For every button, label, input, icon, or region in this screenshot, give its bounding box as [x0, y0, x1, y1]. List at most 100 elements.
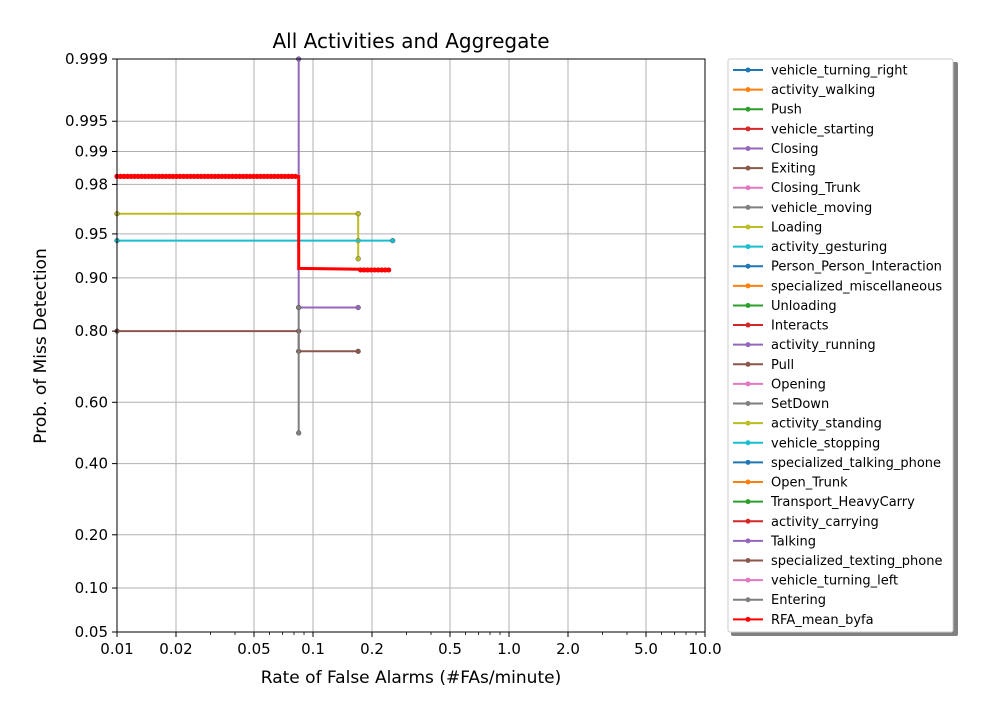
legend-marker — [745, 263, 751, 269]
legend-label: Loading — [771, 220, 822, 235]
legend-marker — [745, 283, 751, 289]
legend-label: RFA_mean_byfa — [771, 613, 874, 628]
legend-marker — [745, 185, 751, 191]
legend-label: Unloading — [771, 299, 837, 314]
x-tick-label: 0.05 — [237, 640, 270, 658]
legend-label: vehicle_moving — [771, 201, 872, 216]
plot-frame — [116, 58, 706, 633]
y-axis-label: Prob. of Miss Detection — [31, 248, 51, 443]
legend-items: vehicle_turning_right activity_walking Pus… — [733, 64, 943, 628]
legend-label: activity_running — [771, 338, 876, 353]
legend-marker — [745, 302, 751, 308]
x-tick-label: 5.0 — [634, 640, 658, 658]
y-tick-label: 0.80 — [75, 322, 108, 340]
x-tick-label: 0.1 — [301, 640, 325, 658]
legend-box — [727, 58, 954, 633]
x-tick-label: 2.0 — [556, 640, 580, 658]
y-tick-label: 0.95 — [75, 225, 108, 243]
legend-marker — [745, 244, 751, 250]
series-line — [117, 330, 359, 353]
grid — [116, 58, 706, 633]
x-tick-label: 0.2 — [360, 640, 384, 658]
legend-marker — [745, 145, 751, 151]
legend-marker — [745, 381, 751, 387]
series-marker — [355, 304, 361, 311]
x-tick-label: 1.0 — [497, 640, 521, 658]
legend-label: specialized_talking_phone — [771, 456, 941, 471]
series-marker — [355, 348, 361, 354]
legend-label: vehicle_turning_right — [771, 64, 908, 79]
y-tick-label: 0.995 — [65, 112, 108, 130]
legend-marker — [745, 342, 751, 348]
legend-marker — [745, 558, 751, 563]
x-axis-ticks: 0.01 0.02 0.05 0.1 0.2 0.5 1.0 2.0 5.0 10.0 — [100, 632, 722, 658]
series-marker — [386, 267, 392, 273]
series-marker — [390, 237, 396, 244]
legend-marker — [745, 440, 751, 446]
legend-marker — [745, 322, 751, 328]
series-marker — [355, 211, 361, 217]
legend-marker — [745, 165, 751, 171]
x-tick-label: 0.5 — [438, 640, 462, 658]
legend-label: Entering — [771, 593, 826, 608]
legend-marker — [745, 597, 751, 603]
legend-marker — [745, 499, 751, 505]
legend-label: vehicle_starting — [771, 122, 874, 137]
legend-label: Pull — [771, 358, 794, 373]
legend: vehicle_turning_right activity_walking Pus… — [727, 58, 958, 636]
legend-label: vehicle_turning_left — [771, 574, 898, 589]
y-tick-label: 0.999 — [65, 50, 108, 68]
legend-label: Exiting — [771, 162, 816, 177]
legend-label: Push — [771, 103, 802, 118]
legend-marker — [745, 479, 751, 485]
y-axis-ticks: 0.05 0.10 0.20 0.40 0.60 0.80 0.90 0.95 0.98 0.99… — [65, 50, 117, 641]
y-tick-label: 0.40 — [75, 455, 108, 473]
legend-label: Transport_HeavyCarry — [770, 495, 915, 510]
x-tick-label: 10.0 — [688, 640, 721, 658]
y-tick-label: 0.10 — [75, 579, 108, 597]
y-tick-label: 0.90 — [75, 269, 108, 287]
series-line — [117, 212, 360, 259]
legend-marker — [745, 518, 751, 524]
series-marker — [355, 256, 361, 262]
y-tick-label: 0.98 — [75, 175, 108, 193]
legend-marker — [745, 577, 751, 583]
x-tick-label: 0.01 — [100, 640, 133, 658]
legend-marker — [745, 87, 751, 93]
legend-label: Opening — [771, 377, 826, 392]
legend-marker — [745, 106, 751, 112]
legend-marker — [745, 538, 751, 544]
legend-label: specialized_texting_phone — [771, 554, 943, 569]
legend-marker — [745, 361, 751, 367]
legend-label: activity_gesturing — [771, 240, 887, 255]
series-marker — [296, 304, 302, 311]
series-marker — [296, 430, 302, 436]
legend-marker — [745, 401, 751, 407]
legend-label: activity_walking — [771, 83, 875, 98]
legend-marker — [745, 616, 751, 622]
y-tick-label: 0.60 — [75, 393, 108, 411]
legend-marker — [745, 459, 751, 465]
legend-marker — [745, 224, 751, 230]
legend-marker — [745, 204, 751, 210]
series-marker — [292, 173, 299, 180]
legend-label: Person_Person_Interaction — [771, 260, 942, 275]
legend-label: Open_Trunk — [771, 476, 848, 491]
y-tick-label: 0.20 — [75, 526, 108, 544]
legend-label: Closing_Trunk — [771, 181, 861, 196]
legend-label: Closing — [771, 142, 819, 157]
legend-label: Talking — [770, 534, 816, 549]
legend-label: Interacts — [771, 319, 829, 334]
legend-label: vehicle_stopping — [771, 436, 880, 451]
legend-label: specialized_miscellaneous — [771, 279, 942, 294]
x-axis-label: Rate of False Alarms (#FAs/minute) — [261, 668, 561, 688]
legend-label: SetDown — [771, 397, 829, 412]
plot-series — [114, 56, 396, 436]
legend-label: activity_standing — [771, 417, 882, 432]
x-tick-label: 0.02 — [159, 640, 192, 658]
legend-marker — [745, 420, 751, 426]
chart-title: All Activities and Aggregate — [273, 29, 550, 53]
y-tick-label: 0.05 — [75, 623, 108, 641]
legend-label: activity_carrying — [771, 515, 879, 530]
